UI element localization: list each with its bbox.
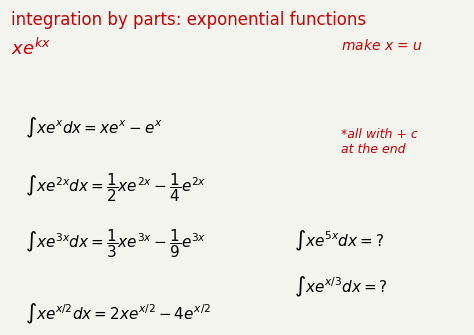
- Text: $\int xe^{x}dx = xe^{x} - e^{x}$: $\int xe^{x}dx = xe^{x} - e^{x}$: [25, 116, 163, 140]
- Text: *all with + c
at the end: *all with + c at the end: [341, 128, 418, 156]
- Text: $\int xe^{3x}dx = \dfrac{1}{3}xe^{3x} - \dfrac{1}{9}e^{3x}$: $\int xe^{3x}dx = \dfrac{1}{3}xe^{3x} - …: [25, 227, 206, 260]
- Text: make $x$ = u: make $x$ = u: [341, 38, 422, 53]
- Text: integration by parts: exponential functions: integration by parts: exponential functi…: [11, 11, 366, 29]
- Text: $xe^{kx}$: $xe^{kx}$: [11, 38, 51, 59]
- Text: $\int xe^{5x}dx = ?$: $\int xe^{5x}dx = ?$: [293, 228, 384, 253]
- Text: $\int xe^{x/2}dx = 2xe^{x/2} - 4e^{x/2}$: $\int xe^{x/2}dx = 2xe^{x/2} - 4e^{x/2}$: [25, 302, 211, 326]
- Text: $\int xe^{2x}dx = \dfrac{1}{2}xe^{2x} - \dfrac{1}{4}e^{2x}$: $\int xe^{2x}dx = \dfrac{1}{2}xe^{2x} - …: [25, 171, 206, 204]
- Text: $\int xe^{x/3}dx = ?$: $\int xe^{x/3}dx = ?$: [293, 275, 387, 299]
